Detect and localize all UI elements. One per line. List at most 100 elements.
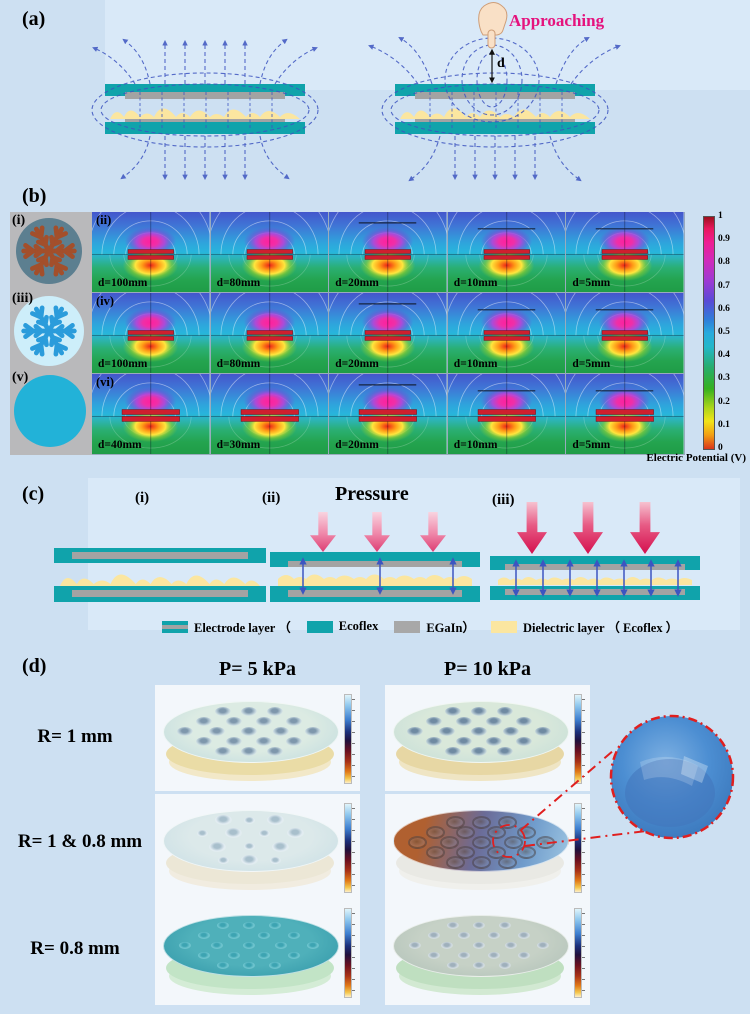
disc-bump [266,815,284,825]
distance-value-label: d=100mm [98,277,148,289]
disc-bump [471,706,487,716]
mini-colorbar-tick [352,979,355,980]
disc-bump [425,716,442,726]
mini-colorbar-tick [582,957,585,958]
disc-bump [486,736,503,746]
disc-bump [225,736,242,746]
disc-bump [488,951,501,959]
c-i-bottom-electrode [72,590,248,597]
legend-label: Electrode layer （ [194,621,291,635]
pattern-icon-strip: (i) (iii) (v) [10,212,92,455]
mini-colorbar-tick [352,808,355,809]
mini-colorbar-tick [352,913,355,914]
disc-bump [217,961,229,969]
simulation-cell: d=10mm [447,374,567,455]
distance-label: d [497,56,505,71]
disc-bump [457,951,470,959]
dielectric-bumps [110,108,300,119]
disc-bump [224,828,242,839]
disc-bump [259,829,271,837]
colorbar-tick: 0.5 [718,326,730,337]
simulation-cell: d=80mm [210,293,330,374]
disc-bump [441,941,453,949]
mini-colorbar-tick [582,990,585,991]
legend-item-dielectric: Dielectric layer （ Ecoflex ） [490,617,678,636]
mini-colorbar-tick [352,863,355,864]
mini-colorbar-tick [352,699,355,700]
distance-value-label: d=5mm [572,358,611,370]
dielectric-bumps [400,108,590,119]
disc-bump [537,941,549,949]
egain-swatch-icon [394,620,421,633]
zoom-inset-circle [609,714,735,840]
pressure-title: Pressure [335,483,409,505]
disc-bump [215,706,231,716]
disc-bump [225,716,242,726]
column-header-10kpa: P= 10 kPa [444,658,531,680]
mini-colorbar-tick [582,885,585,886]
c-i-dielectric-bumps [60,574,260,586]
disc-bump [269,856,281,864]
mini-colorbar-tick [582,841,585,842]
ecoflex-bottom-layer [105,122,305,134]
c-ii-top-electrode [288,561,462,567]
disc-top-surface [393,701,569,763]
disc-bump [288,931,301,939]
panel-b-label: (b) [22,185,47,207]
electrode-layer-swatch-icon [162,620,188,633]
disc-bump [215,746,231,756]
disc-bump [241,726,257,736]
mini-colorbar-tick [582,765,585,766]
simulation-cell: (vi) d=40mm [92,374,211,455]
mini-colorbar-tick [582,721,585,722]
disc-bump [269,921,281,929]
disc-bump [195,716,212,726]
distance-value-label: d=20mm [335,439,379,451]
row-label-r1-08: R= 1 & 0.8 mm [17,831,143,852]
mini-colorbar-tick [582,830,585,831]
finger-icon [478,2,508,49]
mini-colorbar [574,908,585,998]
colorbar-tick: 1 [718,211,723,221]
mini-colorbar-tick [352,852,355,853]
disc-bump [214,815,232,825]
pattern-icon-id: (v) [12,370,29,385]
distance-value-label: d=5mm [572,439,611,451]
snowflake-icon [16,218,82,284]
distance-value-label: d=20mm [335,277,379,289]
disc-bump [516,716,533,726]
disc-bump [227,931,240,939]
simulation-result-card [155,899,360,1005]
simulation-cell: (ii) d=100mm [92,212,211,293]
c-i-top-electrode [72,552,248,559]
disc-bump [457,931,470,939]
mini-colorbar [344,908,355,998]
distance-value-label: d=5mm [572,277,611,289]
legend-item-electrode: Electrode layer （ [162,617,291,636]
simulation-cell: d=30mm [210,374,330,455]
disc-bump [407,835,427,849]
colorbar-tick: 0 [718,442,723,453]
disc-bump [307,941,319,949]
mini-colorbar-tick [352,841,355,842]
distance-value-label: d=100mm [98,358,148,370]
disc-bump [473,961,485,969]
mini-colorbar-tick [352,765,355,766]
disc-bump [427,931,440,939]
mini-colorbar-tick [352,710,355,711]
disc-top-surface [393,915,569,977]
disc-bump [288,951,301,959]
colorbar-tick: 0.1 [718,419,730,430]
mini-colorbar-tick [582,732,585,733]
legend-item-egain: EGaIn） [394,617,475,636]
disc-bump [286,716,303,726]
disc-bump [488,931,501,939]
disc-bump [516,825,536,839]
row-label-r1: R= 1 mm [37,726,113,747]
disc-bump [179,941,191,949]
disc-bump [287,828,305,839]
disc-top-surface [393,810,569,872]
disc-bump [258,951,271,959]
disc-bump [445,746,461,756]
approaching-label: Approaching [509,11,605,30]
